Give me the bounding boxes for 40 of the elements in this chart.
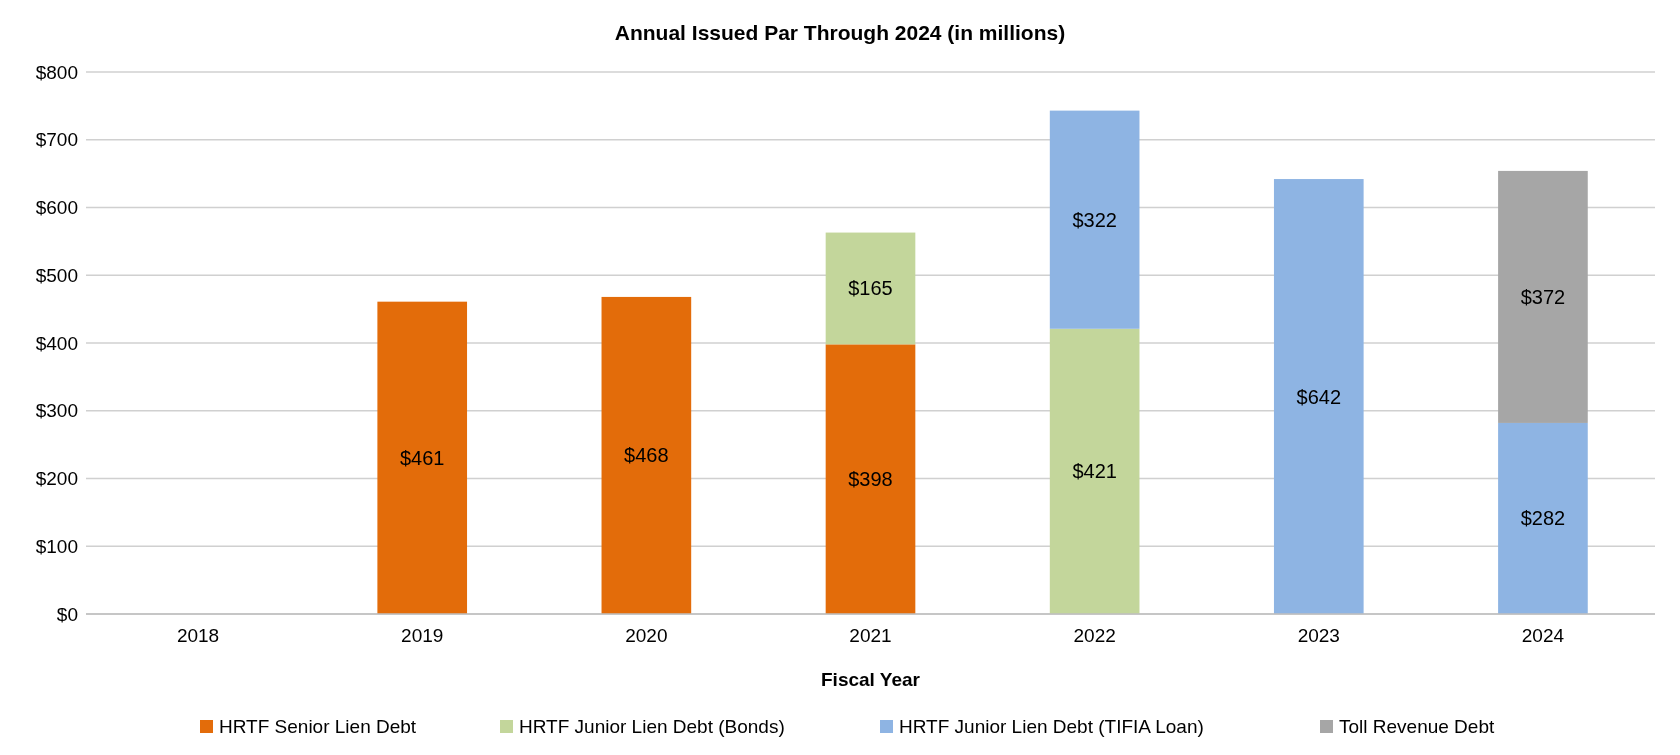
data-label: $461 [399, 446, 445, 469]
bar [377, 301, 468, 614]
legend-label: HRTF Senior Lien Debt [219, 716, 417, 737]
legend-label: HRTF Junior Lien Debt (TIFIA Loan) [899, 716, 1204, 737]
bar [1049, 328, 1140, 614]
y-tick-label: $700 [35, 129, 78, 151]
y-tick-label: $500 [35, 264, 78, 286]
x-tick-label: 2022 [1073, 625, 1116, 646]
bar [1049, 110, 1140, 329]
bar [1273, 179, 1364, 614]
data-label: $642 [1296, 385, 1342, 408]
y-tick-label: $300 [35, 400, 78, 422]
data-label: $468 [624, 444, 669, 467]
bar [825, 344, 916, 614]
x-tick-label: 2024 [1521, 625, 1565, 646]
chart-title: Annual Issued Par Through 2024 (in millions) [614, 21, 1066, 44]
y-tick-label: $600 [35, 197, 78, 219]
y-tick-label: $800 [35, 61, 78, 83]
bar [1498, 170, 1588, 423]
legend-label: Toll Revenue Debt [1339, 716, 1495, 737]
x-axis-title: Fiscal Year [821, 669, 921, 690]
x-tick-label: 2018 [176, 625, 220, 646]
y-tick-label: $0 [56, 603, 78, 625]
y-tick-label: $200 [35, 468, 78, 490]
bar [1498, 422, 1588, 614]
x-tick-label: 2019 [401, 625, 444, 646]
legend-label: HRTF Junior Lien Debt (Bonds) [519, 716, 785, 737]
bar [825, 232, 916, 345]
x-tick-label: 2023 [1297, 625, 1340, 646]
data-label: $421 [1072, 460, 1117, 483]
bar [601, 296, 692, 614]
data-label: $372 [1520, 285, 1566, 308]
data-label: $398 [848, 468, 893, 491]
x-tick-label: 2021 [849, 625, 892, 646]
y-tick-label: $400 [35, 332, 78, 354]
x-tick-label: 2020 [625, 625, 668, 646]
data-label: $282 [1520, 507, 1566, 530]
data-label: $322 [1072, 208, 1117, 231]
data-label: $165 [848, 277, 893, 300]
y-tick-label: $100 [35, 535, 78, 557]
